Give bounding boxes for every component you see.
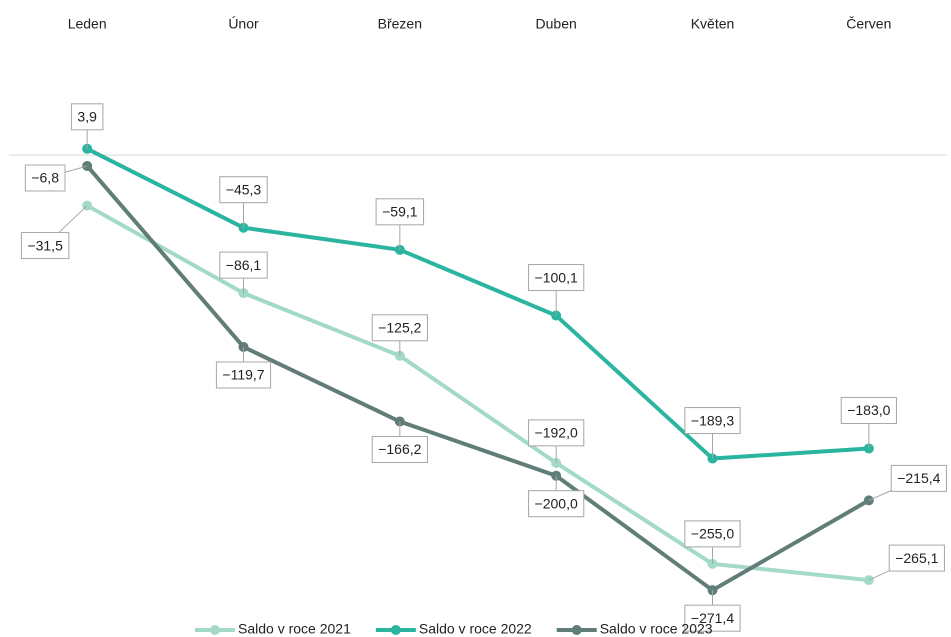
legend-item: Saldo v roce 2023 xyxy=(556,621,713,637)
x-tick-label: Únor xyxy=(228,16,259,32)
value-label: −183,0 xyxy=(847,402,890,418)
data-label: −119,7 xyxy=(215,346,272,389)
series-line xyxy=(85,164,870,593)
value-label: −86,1 xyxy=(226,257,262,273)
label-box xyxy=(371,436,428,464)
value-label: −255,0 xyxy=(691,526,734,542)
value-label: −189,3 xyxy=(691,412,734,428)
data-label: −265,1 xyxy=(868,544,945,581)
label-box xyxy=(219,251,268,279)
x-tick-label: Duben xyxy=(536,16,577,32)
label-box xyxy=(371,314,428,342)
value-label: −192,0 xyxy=(535,425,578,441)
value-label: −265,1 xyxy=(895,550,938,566)
x-tick-label: Březen xyxy=(378,16,422,32)
data-label: −31,5 xyxy=(20,205,88,260)
data-label: −86,1 xyxy=(219,251,268,294)
legend-label: Saldo v roce 2022 xyxy=(419,621,532,637)
label-box xyxy=(528,490,585,518)
data-label: −100,1 xyxy=(528,264,585,316)
value-label: 3,9 xyxy=(77,109,97,125)
value-label: −59,1 xyxy=(382,204,418,220)
label-box xyxy=(890,464,947,492)
label-box xyxy=(684,520,741,548)
data-label: −271,4 xyxy=(684,590,741,632)
x-tick-label: Květen xyxy=(691,16,735,32)
data-label: −183,0 xyxy=(840,396,897,449)
label-box xyxy=(24,164,66,192)
label-box xyxy=(219,176,268,204)
value-label: −125,2 xyxy=(378,319,421,335)
data-label: 3,9 xyxy=(70,103,104,149)
label-box xyxy=(70,103,104,131)
value-label: −119,7 xyxy=(222,367,264,383)
label-box xyxy=(840,396,897,424)
label-box xyxy=(684,604,741,632)
data-label: −255,0 xyxy=(684,520,741,564)
data-label: −166,2 xyxy=(371,421,428,464)
label-box xyxy=(684,407,741,435)
legend-item: Saldo v roce 2021 xyxy=(195,621,351,637)
value-label: −166,2 xyxy=(378,441,421,457)
label-box xyxy=(888,544,945,572)
value-label: −6,8 xyxy=(31,170,59,186)
value-label: −31,5 xyxy=(27,237,63,253)
label-box xyxy=(215,361,272,389)
data-label: −189,3 xyxy=(684,407,741,459)
series-line xyxy=(86,203,870,583)
data-label: −215,4 xyxy=(868,464,947,501)
legend-label: Saldo v roce 2021 xyxy=(238,621,351,637)
data-label: −59,1 xyxy=(375,198,425,250)
data-label: −200,0 xyxy=(528,475,585,518)
data-label: −6,8 xyxy=(24,164,88,192)
data-label: −45,3 xyxy=(219,176,268,228)
label-box xyxy=(20,232,70,260)
value-label: −215,4 xyxy=(897,470,940,486)
legend-item: Saldo v roce 2022 xyxy=(375,621,532,637)
legend-label: Saldo v roce 2023 xyxy=(600,621,713,637)
x-tick-label: Červen xyxy=(846,16,891,32)
value-label: −45,3 xyxy=(226,181,262,197)
legend-marker xyxy=(210,625,220,635)
label-box xyxy=(528,264,585,292)
value-label: −100,1 xyxy=(535,269,578,285)
label-box xyxy=(375,198,425,226)
value-label: −271,4 xyxy=(691,610,734,626)
series-line xyxy=(86,147,869,461)
value-label: −200,0 xyxy=(535,495,578,511)
legend-marker xyxy=(571,625,582,635)
x-tick-label: Leden xyxy=(68,16,107,32)
label-box xyxy=(528,419,585,447)
data-label: −125,2 xyxy=(371,314,428,356)
legend-marker xyxy=(390,625,401,635)
legend: Saldo v roce 2021 Saldo v roce 2022 Saldo … xyxy=(195,621,713,637)
data-label: −192,0 xyxy=(528,419,585,463)
